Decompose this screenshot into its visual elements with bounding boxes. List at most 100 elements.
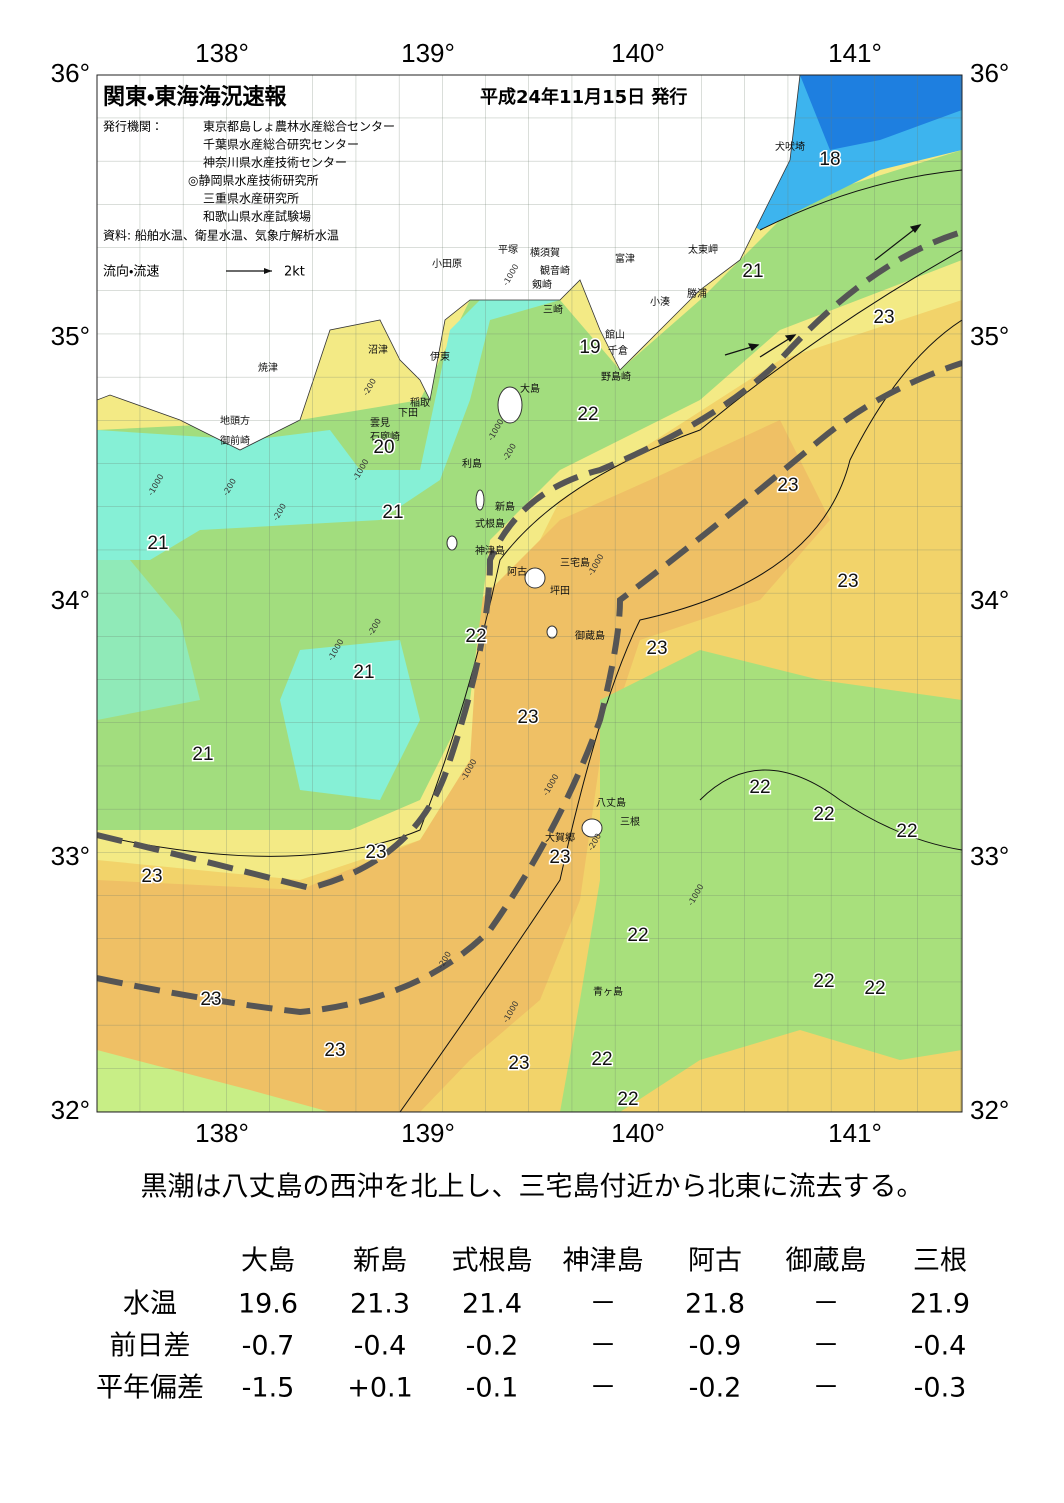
place-name: 式根島 [475,517,505,530]
table-cell: － [590,1289,617,1320]
place-name: 阿古 [507,565,527,578]
place-name: 館山 [605,328,625,341]
legend-label: 流向・流速 [103,264,159,280]
isotherm-label: 21 [192,744,213,765]
table-cell: 21.8 [685,1289,745,1320]
place-name: 千倉 [608,345,628,357]
table-cell: -0.4 [354,1331,407,1362]
place-name: 大島 [520,382,540,395]
table-cell: － [813,1373,840,1404]
lon-label: 140° [611,38,665,68]
issuer: 三重県水産研究所 [203,192,299,206]
place-name: 勝浦 [687,287,707,300]
place-name: 三崎 [543,303,563,316]
place-name: 青ヶ島 [593,985,623,998]
row-label: 前日差 [110,1331,191,1362]
isotherm-label: 22 [465,626,486,647]
table-cell: -0.1 [466,1373,519,1404]
caption: 黒潮は八丈島の西沖を北上し、三宅島付近から北東に流去する。 [141,1172,924,1203]
place-name: 野島崎 [601,370,631,383]
isotherm-label: 21 [742,261,763,282]
row-label: 水温 [123,1289,177,1320]
table-header: 阿古 [688,1246,742,1277]
isotherm-label: 21 [382,502,403,523]
lon-label: 141° [828,1118,882,1148]
issuer-label: 発行機関： [103,120,163,134]
table-cell: － [590,1331,617,1362]
isotherm-label: 23 [549,847,570,868]
place-name: 小田原 [432,258,462,270]
place-name: 沼津 [368,343,388,356]
isotherm-label: 22 [617,1089,638,1110]
place-name: 八丈島 [596,796,626,809]
isotherm-label: 22 [896,821,917,842]
table-header: 御蔵島 [786,1246,867,1277]
isotherm-label: 23 [873,307,894,328]
map-frame [96,74,963,1113]
table-cell: 19.6 [238,1289,298,1320]
table-cell: － [813,1331,840,1362]
issuer: 和歌山県水産試験場 [203,209,311,224]
table-cell: 21.3 [350,1289,410,1320]
issuer: 千葉県水産総合研究センター [203,137,359,152]
place-name: 富津 [615,252,635,265]
place-name: 観音崎 [540,264,570,277]
lat-label: 34° [970,585,1009,615]
isotherm-label: 22 [813,971,834,992]
place-name: 太東岬 [688,243,718,256]
lat-label: 36° [51,58,90,88]
table-header: 大島 [241,1246,295,1277]
place-name: 御前崎 [220,434,250,447]
place-name: 下田 [398,408,418,419]
legend-arrow [226,268,272,274]
issue-date: 平成24年11月15日 発行 [480,86,687,108]
lat-label: 34° [51,585,90,615]
table-cell: -0.4 [914,1331,967,1362]
place-name: 犬吠埼 [775,140,805,153]
place-name: 伊東 [430,350,450,363]
issuer: 神奈川県水産技術センター [203,155,347,170]
place-name: 雲見 [370,417,390,429]
table-cell: -0.2 [689,1373,742,1404]
isotherm-label: 23 [508,1053,529,1074]
isotherm-label: 20 [373,437,394,458]
isotherm-label: 23 [517,707,538,728]
table-cell: -0.3 [914,1373,967,1404]
lat-label: 35° [970,321,1009,351]
isotherm-label: 22 [749,777,770,798]
isotherm-label: 23 [646,638,667,659]
table-cell: -0.7 [242,1331,295,1362]
lat-label: 32° [51,1095,90,1125]
isotherm-label: 23 [200,989,221,1010]
place-name: 利島 [462,457,482,470]
place-name: 坪田 [550,584,570,597]
table-cell: － [590,1373,617,1404]
isotherm-label: 18 [819,149,840,170]
place-name: 三根 [620,815,640,828]
place-name: 石廊崎 [370,430,400,443]
lat-label: 33° [51,841,90,871]
lon-label: 139° [401,1118,455,1148]
issuer: 東京都島しょ農林水産総合センター [203,119,395,134]
lon-label: 139° [401,38,455,68]
isotherm-label: 21 [147,533,168,554]
table-cell: -0.9 [689,1331,742,1362]
isotherm-label: 23 [837,571,858,592]
title: 関東・東海海況速報 [103,84,287,110]
table-cell: 21.9 [910,1289,970,1320]
place-name: 剱崎 [532,278,552,291]
lat-label: 36° [970,58,1009,88]
isotherm-label: 23 [777,475,798,496]
table-header: 三根 [913,1246,967,1277]
place-name: 神津島 [475,544,505,557]
lon-label: 140° [611,1118,665,1148]
sea-surface-map [97,75,962,1112]
place-name: 地頭方 [220,414,250,427]
isotherm-label: 22 [813,804,834,825]
isotherm-label: 22 [627,925,648,946]
place-name: 大賀郷 [545,831,575,844]
place-name: 焼津 [258,362,278,374]
isotherm-label: 22 [864,978,885,999]
source: 資料: 船舶水温、衛星水温、気象庁解析水温 [103,228,339,243]
